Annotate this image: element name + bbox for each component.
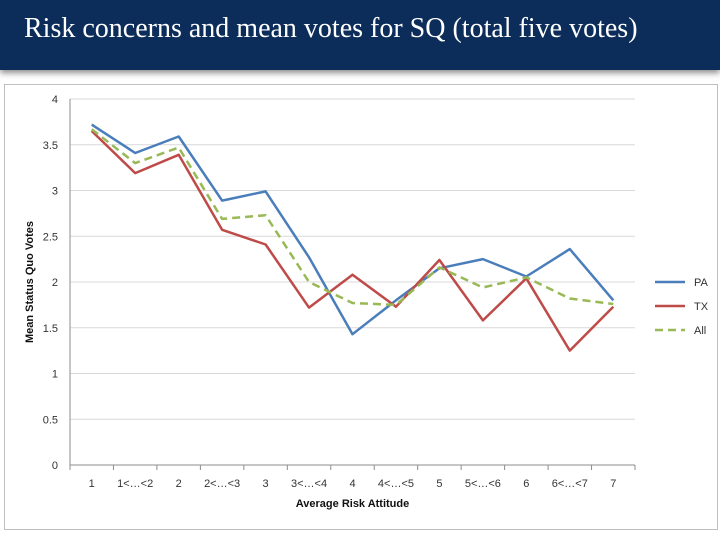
y-axis-ticks: 0 0.5 1 1.5 2 2.5 3 3.5 4: [43, 94, 58, 472]
legend-label-tx: TX: [694, 301, 709, 313]
x-tick-label: 5: [436, 478, 442, 490]
legend: PA TX All: [655, 277, 709, 337]
slide-title: Risk concerns and mean votes for SQ (tot…: [24, 13, 638, 44]
y-tick-label: 1: [52, 369, 58, 381]
y-axis-title: Mean Status Quo Votes: [24, 221, 36, 343]
x-tick-label: 1<…<2: [117, 478, 153, 490]
series-line-all: [90, 128, 614, 307]
y-tick-label: 2.5: [43, 231, 58, 243]
series-lines: [90, 123, 615, 352]
title-bar: Risk concerns and mean votes for SQ (tot…: [0, 0, 720, 70]
x-axis-ticks: 1 1<…<2 2 2<…<3 3 3<…<4 4 4<…<5 5 5<…<6 6 6<…<7 7: [89, 478, 617, 490]
x-tick-label: 4: [349, 478, 355, 490]
x-tick-label: 3<…<4: [291, 478, 327, 490]
gridlines: [69, 98, 636, 470]
y-tick-label: 3: [52, 186, 58, 198]
y-tick-label: 0: [52, 460, 58, 472]
y-tick-label: 1.5: [43, 323, 58, 335]
x-tick-label: 2: [176, 478, 182, 490]
x-tick-label: 7: [610, 478, 616, 490]
x-tick-label: 3: [263, 478, 269, 490]
y-tick-label: 2: [52, 277, 58, 289]
y-tick-label: 0.5: [43, 414, 58, 426]
x-tick-label: 5<…<6: [465, 478, 501, 490]
x-tick-label: 4<…<5: [378, 478, 414, 490]
series-line-tx: [90, 130, 615, 352]
x-tick-label: 6: [523, 478, 529, 490]
chart-frame: [4, 84, 718, 530]
y-tick-label: 3.5: [43, 140, 58, 152]
legend-label-all: All: [694, 325, 706, 337]
x-tick-label: 2<…<3: [204, 478, 240, 490]
y-tick-label: 4: [52, 94, 58, 106]
x-axis-title: Average Risk Attitude: [296, 498, 410, 510]
x-tick-label: 1: [89, 478, 95, 490]
x-tick-label: 6<…<7: [552, 478, 588, 490]
legend-label-pa: PA: [694, 277, 709, 289]
